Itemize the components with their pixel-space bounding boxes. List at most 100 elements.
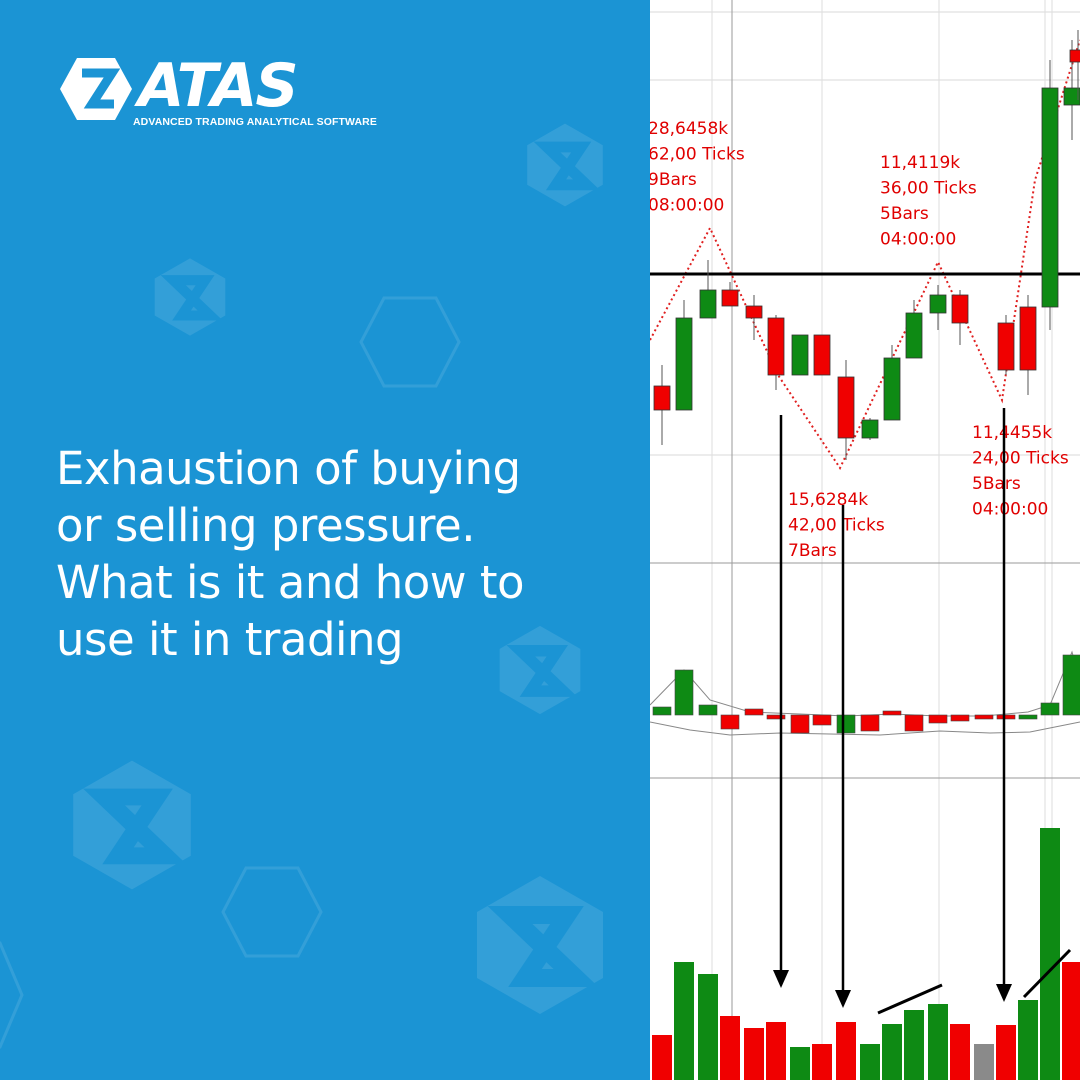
- atas-hexagon-logo-icon: [60, 58, 132, 120]
- volume-bar: [766, 1022, 786, 1080]
- background-hexagon-icon: [359, 296, 461, 388]
- candle-body: [767, 317, 785, 376]
- annotation-line: 5Bars: [880, 204, 929, 224]
- volume-bar: [836, 1022, 856, 1080]
- candle-body: [951, 294, 969, 324]
- headline-line: or selling pressure.: [56, 499, 476, 552]
- delta-bar: [974, 714, 994, 720]
- volume-trend-line: [1022, 948, 1072, 999]
- candle-body: [1041, 87, 1059, 308]
- background-logo-icon: [477, 876, 603, 1014]
- background-hexagon-icon: [0, 941, 24, 1049]
- background-logo-icon: [154, 258, 226, 336]
- annotation-line: 24,00 Ticks: [972, 449, 1069, 469]
- volume-bar: [950, 1024, 970, 1080]
- swing-annotation: 11,4455k 24,00 Ticks 5Bars 04:00:00: [972, 423, 1069, 520]
- atas-logo: ATAS: [58, 51, 299, 122]
- annotation-line: 04:00:00: [880, 230, 956, 250]
- delta-bar: [698, 704, 718, 716]
- delta-bar: [904, 714, 924, 732]
- candle-body: [675, 317, 693, 411]
- candle-body: [997, 322, 1015, 371]
- background-logo-icon: [73, 760, 191, 890]
- background-hexagon-icon: [221, 866, 323, 958]
- candle-body: [837, 376, 855, 439]
- candle-body: [721, 289, 739, 307]
- background-logo-icon: [527, 123, 603, 207]
- candle-body: [653, 385, 671, 411]
- delta-bar: [744, 708, 764, 716]
- delta-lower-band: [650, 721, 1080, 736]
- volume-bar: [1018, 1000, 1038, 1080]
- delta-bar: [1062, 654, 1080, 716]
- annotation-line: 7Bars: [788, 541, 837, 561]
- annotation-line: 28,6458k: [650, 119, 728, 139]
- annotation-line: 42,00 Ticks: [788, 516, 885, 536]
- swing-annotation: 15,6284k 42,00 Ticks 7Bars: [788, 490, 885, 561]
- volume-bar: [1062, 962, 1080, 1080]
- headline-line: What is it and how to: [56, 556, 525, 609]
- brand-name: ATAS: [138, 51, 299, 121]
- arrow-head-icon: [773, 970, 789, 988]
- delta-bar: [720, 714, 740, 730]
- volume-bar: [860, 1044, 880, 1080]
- volume-bar: [698, 974, 718, 1080]
- annotation-line: 08:00:00: [650, 196, 724, 216]
- delta-bar: [1040, 702, 1060, 716]
- swing-annotation: 28,6458k 62,00 Ticks 9Bars 08:00:00: [650, 119, 745, 216]
- volume-bar: [674, 962, 694, 1080]
- volume-bar: [744, 1028, 764, 1080]
- delta-bar: [766, 714, 786, 720]
- annotation-line: 11,4455k: [972, 423, 1052, 443]
- headline: Exhaustion of buying or selling pressure…: [56, 440, 616, 668]
- delta-bar: [928, 714, 948, 724]
- candle-body: [1069, 49, 1080, 63]
- volume-bar: [996, 1025, 1016, 1080]
- chart-canvas: 28,6458k 62,00 Ticks 9Bars 08:00:00 11,4119k…: [650, 0, 1080, 1080]
- delta-bar: [950, 714, 970, 722]
- volume-trend-line: [877, 983, 943, 1015]
- swing-annotation: 11,4119k 36,00 Ticks 5Bars 04:00:00: [880, 153, 977, 250]
- promo-panel: ATAS ADVANCED TRADING ANALYTICAL SOFTWAR…: [0, 0, 650, 1080]
- candle-body: [929, 294, 947, 314]
- candle-body: [861, 419, 879, 439]
- candle-body: [883, 357, 901, 421]
- annotation-line: 5Bars: [972, 474, 1021, 494]
- candle-body: [791, 334, 809, 376]
- delta-bar: [674, 669, 694, 716]
- volume-bar: [974, 1044, 994, 1080]
- volume-bar: [652, 1035, 672, 1080]
- delta-bar: [882, 710, 902, 716]
- delta-bar: [860, 714, 880, 732]
- annotation-line: 04:00:00: [972, 500, 1048, 520]
- delta-bar: [836, 714, 856, 734]
- volume-bar: [1040, 828, 1060, 1080]
- candle-body: [1019, 306, 1037, 371]
- arrow-head-icon: [835, 990, 851, 1008]
- arrow-head-icon: [996, 984, 1012, 1002]
- candle-body: [905, 312, 923, 359]
- candle-body: [1063, 87, 1080, 106]
- background-logo-icon: [499, 625, 581, 715]
- candle-body: [813, 334, 831, 376]
- volume-bar: [720, 1016, 740, 1080]
- annotation-line: 62,00 Ticks: [650, 145, 745, 165]
- annotation-line: 15,6284k: [788, 490, 868, 510]
- annotation-line: 36,00 Ticks: [880, 179, 977, 199]
- candle-body: [745, 305, 763, 319]
- volume-bar: [928, 1004, 948, 1080]
- volume-bar: [904, 1010, 924, 1080]
- delta-bar: [1018, 714, 1038, 720]
- zigzag-trendline: [650, 39, 1080, 471]
- annotation-line: 9Bars: [650, 170, 697, 190]
- candle-body: [699, 289, 717, 319]
- headline-line: use it in trading: [56, 613, 404, 666]
- trading-chart: 28,6458k 62,00 Ticks 9Bars 08:00:00 11,4119k…: [650, 0, 1080, 1080]
- annotation-line: 11,4119k: [880, 153, 960, 173]
- volume-bar: [812, 1044, 832, 1080]
- volume-bar: [790, 1047, 810, 1080]
- delta-bar: [652, 706, 672, 716]
- headline-line: Exhaustion of buying: [56, 442, 521, 495]
- delta-bar: [996, 714, 1016, 720]
- volume-bar: [882, 1024, 902, 1080]
